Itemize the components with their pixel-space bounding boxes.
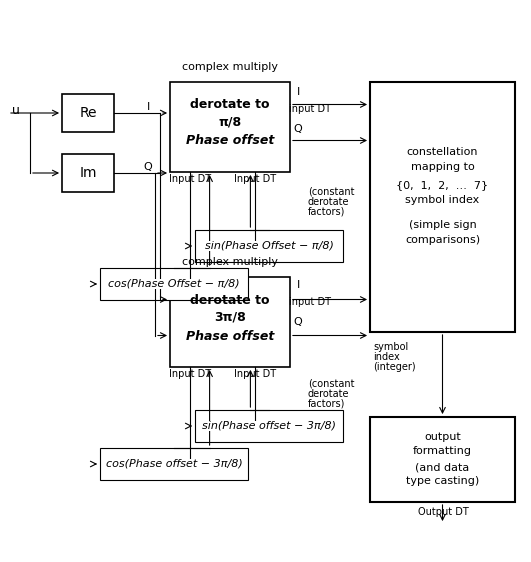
Text: Im: Im (79, 166, 97, 180)
Text: cos(Phase offset − 3π/8): cos(Phase offset − 3π/8) (106, 459, 242, 469)
Text: Q: Q (294, 317, 302, 327)
Text: output: output (424, 433, 461, 442)
Text: (integer): (integer) (373, 362, 416, 372)
Text: (simple sign: (simple sign (409, 220, 476, 230)
Text: type casting): type casting) (406, 477, 479, 487)
Text: comparisons): comparisons) (405, 235, 480, 245)
Text: Re: Re (79, 106, 97, 120)
Bar (195, 410, 343, 442)
Text: derotate: derotate (308, 197, 349, 207)
Text: u: u (12, 103, 20, 116)
Bar (62, 94, 114, 132)
Text: Input DT: Input DT (169, 369, 211, 379)
Text: constellation: constellation (407, 147, 478, 157)
Text: Q: Q (143, 162, 152, 172)
Text: I: I (147, 102, 150, 112)
Bar (370, 417, 515, 502)
Bar (195, 230, 343, 262)
Bar (62, 154, 114, 192)
Text: sin(Phase Offset − π/8): sin(Phase Offset − π/8) (204, 241, 333, 251)
Text: mapping to: mapping to (410, 162, 474, 172)
Text: I: I (296, 87, 299, 97)
Bar (100, 448, 248, 480)
Text: cos(Phase Offset − π/8): cos(Phase Offset − π/8) (108, 279, 240, 289)
Text: sin(Phase offset − 3π/8): sin(Phase offset − 3π/8) (202, 421, 336, 431)
Text: factors): factors) (308, 399, 345, 409)
Text: formatting: formatting (413, 446, 472, 456)
Text: Q: Q (294, 124, 302, 134)
Text: symbol: symbol (373, 342, 408, 352)
Text: symbol index: symbol index (405, 195, 479, 205)
Text: input DT: input DT (289, 297, 331, 307)
Text: index: index (373, 352, 400, 362)
Text: complex multiply: complex multiply (182, 62, 278, 72)
Text: (constant: (constant (308, 187, 355, 197)
Text: sin(φ − π/8): sin(φ − π/8) (237, 241, 301, 251)
Text: Input DT: Input DT (234, 369, 276, 379)
Text: sin(φ −  3π/8): sin(φ − 3π/8) (232, 421, 306, 431)
Text: factors): factors) (308, 207, 345, 217)
Text: input DT: input DT (289, 104, 331, 114)
Text: cos(φ −  3π/8): cos(φ − 3π/8) (135, 459, 212, 469)
Text: derotate to: derotate to (190, 98, 270, 111)
Text: Input DT: Input DT (234, 174, 276, 184)
Bar (170, 82, 290, 172)
Bar (170, 277, 290, 367)
Bar (370, 82, 515, 332)
Text: π/8: π/8 (218, 116, 242, 129)
Text: Input DT: Input DT (169, 174, 211, 184)
Text: Output DT: Output DT (417, 507, 468, 517)
Text: {0,  1,  2,  …  7}: {0, 1, 2, … 7} (397, 180, 489, 190)
Text: cos(φ − π/8): cos(φ − π/8) (141, 279, 207, 289)
Text: 3π/8: 3π/8 (214, 310, 246, 324)
Text: Phase offset: Phase offset (186, 134, 274, 147)
Text: complex multiply: complex multiply (182, 257, 278, 267)
Text: Phase offset: Phase offset (186, 329, 274, 342)
Text: derotate: derotate (308, 389, 349, 399)
Text: (constant: (constant (308, 379, 355, 389)
Bar (100, 268, 248, 300)
Text: (and data: (and data (415, 463, 469, 473)
Text: derotate to: derotate to (190, 293, 270, 306)
Text: I: I (296, 280, 299, 290)
